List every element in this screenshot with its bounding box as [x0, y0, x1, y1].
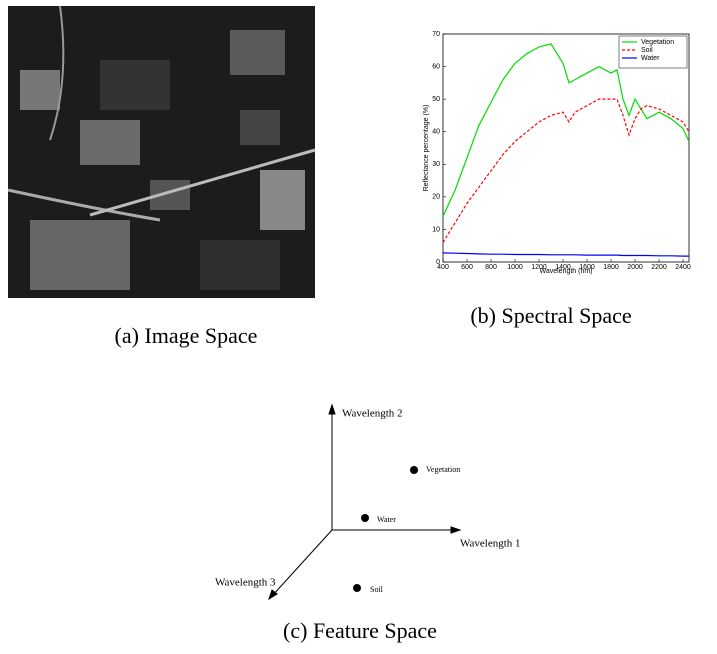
y-tick-label: 20 [432, 194, 440, 201]
x-tick-label: 2000 [627, 264, 643, 271]
axis-label: Wavelength 2 [342, 408, 403, 420]
x-tick-label: 1000 [507, 264, 523, 271]
x-tick-label: 1400 [555, 264, 571, 271]
x-tick-label: 2200 [651, 264, 667, 271]
x-tick-label: 2400 [675, 264, 691, 271]
caption: (a) Image Space [115, 323, 258, 348]
x-tick-label: 1800 [603, 264, 619, 271]
point [353, 584, 361, 592]
figure: (a) Image Space (b) Spectral Space (c) F… [0, 0, 717, 654]
legend-label: Vegetation [641, 39, 674, 46]
y-tick-label: 50 [432, 96, 440, 103]
satellite-image [8, 6, 315, 298]
x-tick-label: 600 [461, 264, 473, 271]
legend-label: Soil [641, 47, 653, 54]
y-tick-label: 30 [432, 161, 440, 168]
point-label: Water [377, 515, 396, 524]
caption: (b) Spectral Space [470, 303, 631, 328]
figure-canvas: (a) Image Space (b) Spectral Space (c) F… [0, 0, 717, 654]
x-tick-label: 1200 [531, 264, 547, 271]
point-label: Vegetation [426, 465, 460, 474]
point [361, 514, 369, 522]
legend-label: Water [641, 55, 660, 62]
y-axis-label: Reflectance percentage (%) [423, 105, 430, 192]
x-tick-label: 400 [437, 264, 449, 271]
point-label: Soil [370, 585, 384, 594]
y-tick-label: 10 [432, 226, 440, 233]
y-tick-label: 60 [432, 63, 440, 70]
y-tick-label: 40 [432, 129, 440, 136]
x-tick-label: 800 [485, 264, 497, 271]
y-tick-label: 70 [432, 31, 440, 38]
x-tick-label: 1600 [579, 264, 595, 271]
axis-label: Wavelength 3 [215, 577, 276, 589]
caption: (c) Feature Space [283, 618, 437, 643]
feature-space [269, 405, 460, 599]
point [410, 466, 418, 474]
axis-label: Wavelength 1 [460, 538, 521, 550]
